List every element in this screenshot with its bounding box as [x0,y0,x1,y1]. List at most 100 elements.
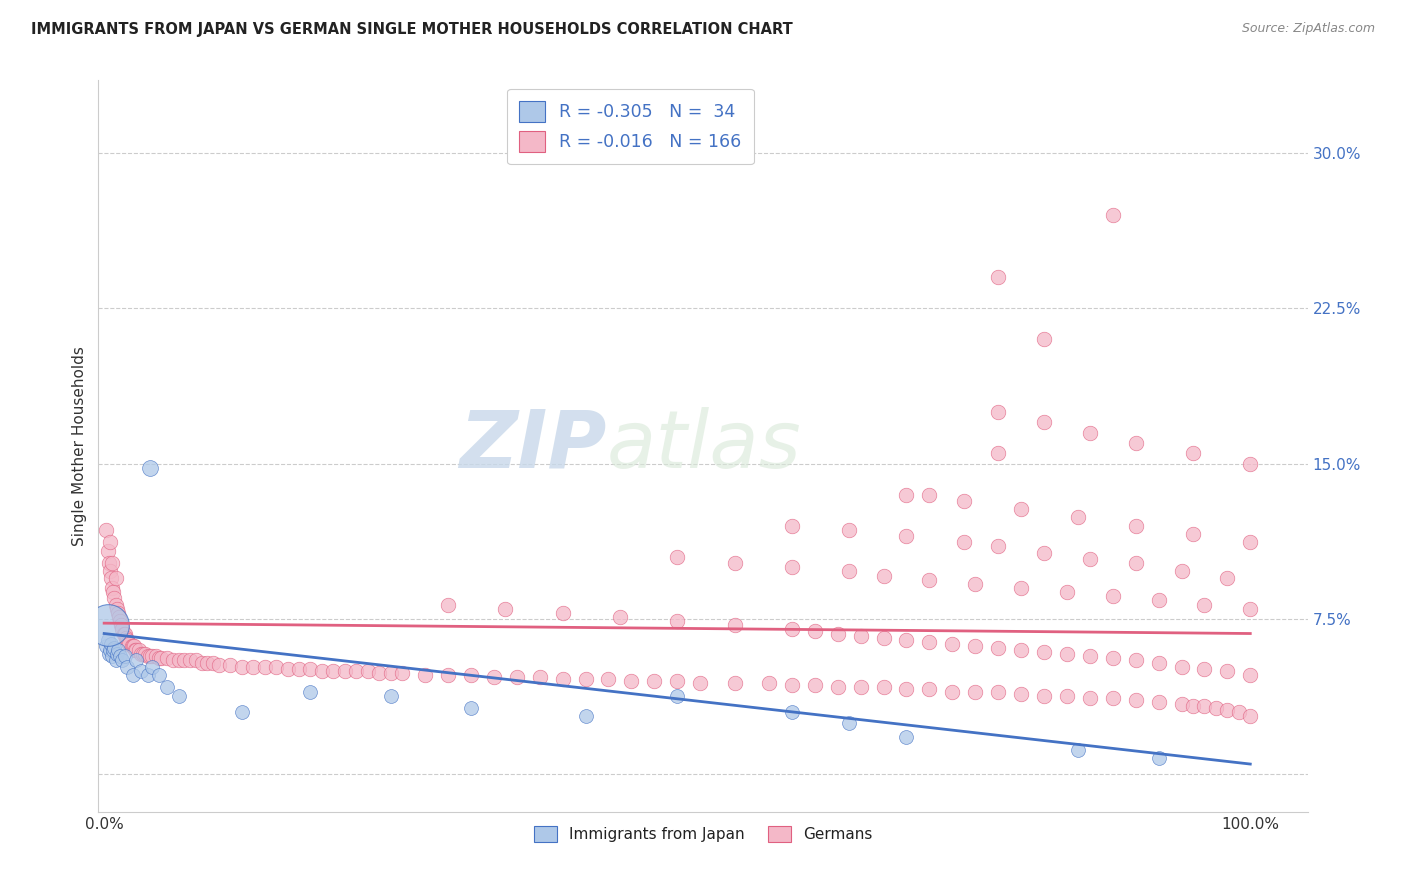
Point [437,668,460,682]
Point [620,674,643,689]
Point [780,623,803,637]
Point [896,730,918,744]
Point [98,643,121,657]
Point [391,665,413,680]
Point [803,624,825,639]
Point [115,632,138,647]
Point [115,631,138,645]
Point [1239,601,1261,615]
Point [97,543,120,558]
Point [111,653,134,667]
Point [1056,689,1078,703]
Point [918,488,941,502]
Point [1125,436,1147,450]
Point [574,709,596,723]
Point [1239,535,1261,549]
Point [202,656,225,670]
Point [1147,656,1170,670]
Point [758,676,780,690]
Point [121,668,143,682]
Point [122,639,145,653]
Point [129,664,152,678]
Point [125,653,148,667]
Point [918,573,941,587]
Point [780,705,803,719]
Point [96,523,118,537]
Point [1147,695,1170,709]
Point [98,535,121,549]
Point [118,637,141,651]
Point [987,684,1010,698]
Point [1125,518,1147,533]
Point [104,598,127,612]
Point [1125,693,1147,707]
Point [1056,647,1078,661]
Point [97,556,120,570]
Point [150,651,173,665]
Point [987,640,1010,655]
Point [101,581,124,595]
Point [103,640,125,655]
Point [124,643,146,657]
Point [1010,687,1032,701]
Point [494,601,516,615]
Point [117,635,139,649]
Point [551,672,574,686]
Point [872,631,894,645]
Point [100,571,122,585]
Point [952,494,974,508]
Point [1205,701,1227,715]
Point [1194,662,1216,676]
Point [141,659,163,673]
Point [437,598,460,612]
Point [139,460,162,475]
Point [1033,546,1056,560]
Point [838,715,860,730]
Point [1194,699,1216,714]
Text: ZIP: ZIP [458,407,606,485]
Point [139,649,162,664]
Point [780,678,803,692]
Point [103,585,125,599]
Point [689,676,711,690]
Point [167,689,190,703]
Point [987,446,1010,460]
Point [1239,709,1261,723]
Point [103,643,125,657]
Point [838,523,860,537]
Point [1078,690,1101,705]
Point [1170,565,1192,579]
Point [780,560,803,574]
Point [1239,457,1261,471]
Point [145,649,167,664]
Point [1101,690,1123,705]
Point [105,601,128,615]
Point [643,674,665,689]
Point [167,653,190,667]
Point [827,626,849,640]
Point [666,689,689,703]
Point [322,664,344,678]
Point [1101,589,1123,603]
Y-axis label: Single Mother Households: Single Mother Households [72,346,87,546]
Point [97,647,120,661]
Point [156,681,179,695]
Point [918,682,941,697]
Point [666,674,689,689]
Point [121,639,143,653]
Point [162,653,184,667]
Point [849,629,872,643]
Point [148,668,170,682]
Point [666,549,689,564]
Point [179,653,201,667]
Point [1067,742,1090,756]
Point [780,518,803,533]
Point [108,610,131,624]
Point [101,649,124,664]
Point [965,684,987,698]
Point [97,632,120,647]
Point [108,649,131,664]
Point [173,653,195,667]
Point [97,618,120,632]
Point [1181,446,1204,460]
